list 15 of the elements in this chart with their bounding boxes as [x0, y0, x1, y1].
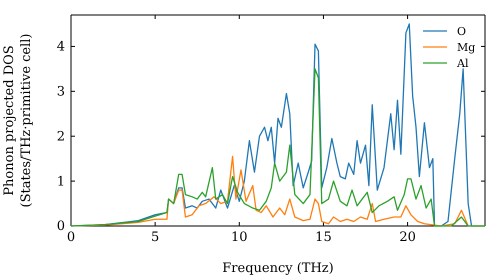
- y-tick-label: 3: [56, 84, 65, 100]
- x-tick-label: 15: [315, 230, 332, 246]
- y-tick-label: 2: [56, 129, 65, 144]
- y-tick-label: 4: [56, 40, 65, 55]
- x-tick-label: 0: [66, 230, 76, 246]
- x-axis-title: Frequency (THz): [222, 261, 334, 276]
- legend-label: Al: [456, 56, 469, 70]
- y-tick-label: 0: [56, 219, 65, 234]
- legend-label: Mg: [457, 40, 476, 54]
- x-tick-label: 10: [231, 230, 248, 246]
- legend-label: O: [457, 24, 466, 38]
- y-tick-label: 1: [56, 174, 65, 190]
- x-tick-label: 20: [399, 230, 416, 246]
- x-tick-label: 5: [151, 230, 160, 246]
- y-axis-title: Phonon projected DOS (States/THz·primitive cell): [2, 33, 34, 208]
